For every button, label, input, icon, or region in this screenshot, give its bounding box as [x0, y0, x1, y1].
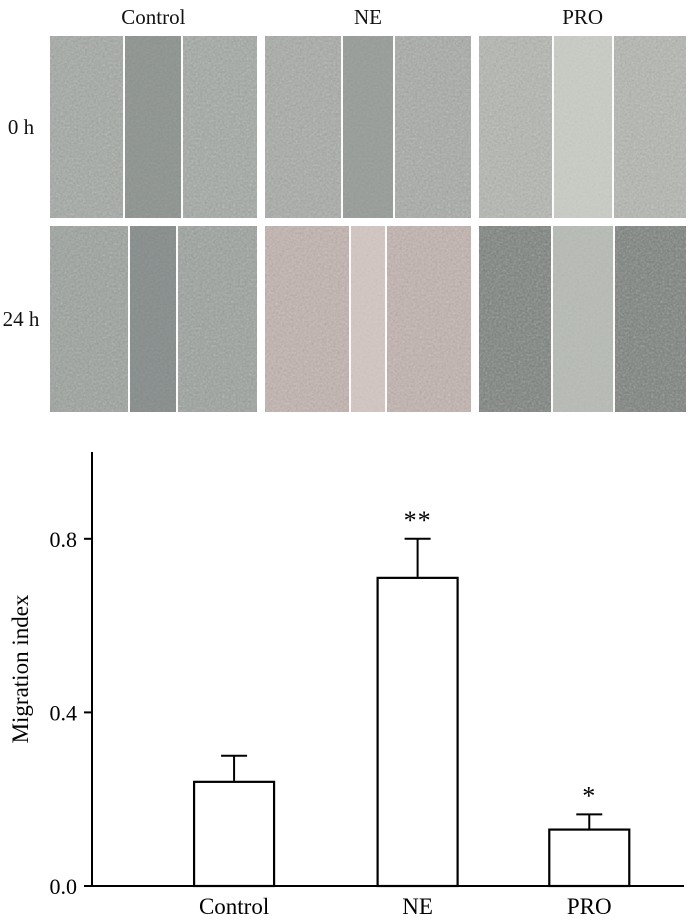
grid-corner	[0, 6, 42, 28]
x-category-label-ne: NE	[402, 894, 433, 919]
y-axis-title: Migration index	[8, 594, 33, 743]
bar-pro	[548, 828, 631, 888]
x-category-label-pro: PRO	[567, 894, 612, 919]
scratch-wound-band	[550, 226, 615, 412]
micro-panel-pro-0h	[479, 36, 686, 218]
micro-panel-ne-0h	[264, 36, 472, 218]
band-texture	[552, 226, 613, 412]
significance-label-pro: *	[582, 781, 596, 810]
significance-label-ne: **	[404, 506, 432, 535]
migration-index-bar-chart: 0.0 0.4 0.8 Control NE ** PRO * Migration index	[8, 452, 684, 919]
scratch-wound-band	[128, 226, 179, 412]
micro-panel-control-0h	[50, 36, 257, 218]
bar-ne	[376, 576, 459, 888]
scratch-wound-band	[340, 36, 395, 218]
band-texture	[342, 36, 393, 218]
micro-panel-pro-24h	[479, 226, 686, 412]
y-tick-label: 0.4	[50, 700, 78, 725]
band-texture	[553, 36, 612, 218]
row-label-24h: 24 h	[2, 306, 40, 331]
bar-control	[192, 780, 276, 888]
x-category-label-control: Control	[199, 894, 269, 919]
micrograph-grid: Control NE PRO 0 h 24 h	[0, 0, 700, 412]
col-label-pro: PRO	[562, 5, 604, 29]
micro-panel-ne-24h	[264, 226, 472, 412]
scratch-wound-band	[123, 36, 184, 218]
scratch-wound-band	[551, 36, 614, 218]
col-label-control: Control	[121, 5, 186, 29]
band-texture	[125, 36, 182, 218]
col-label-ne: NE	[353, 5, 382, 29]
y-tick-label: 0.8	[50, 527, 78, 552]
y-tick-label: 0.0	[50, 874, 78, 899]
band-texture	[130, 226, 177, 412]
micro-panel-control-24h	[50, 226, 257, 412]
band-texture	[350, 226, 385, 412]
scratch-wound-band	[348, 226, 387, 412]
row-label-0h: 0 h	[7, 114, 35, 139]
